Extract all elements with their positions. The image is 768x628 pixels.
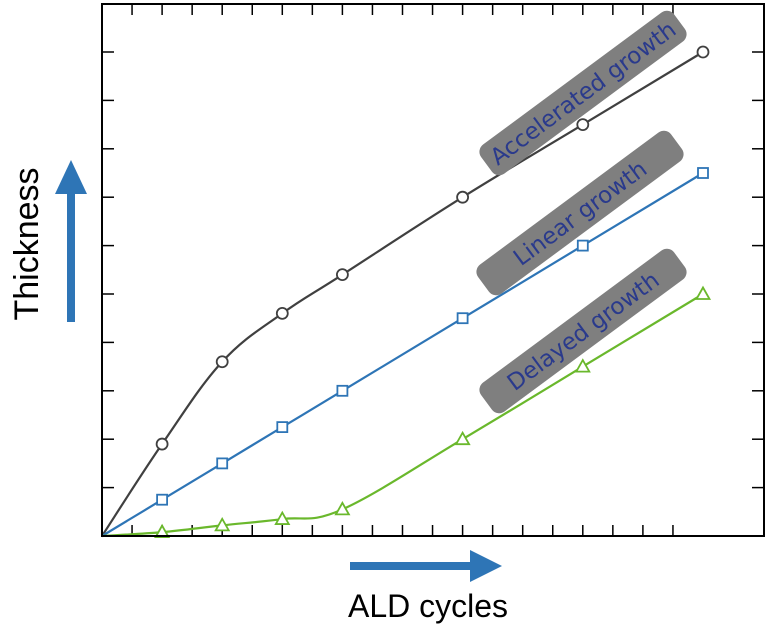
- x-axis-arrow: [350, 550, 502, 582]
- linear-growth-point: [276, 421, 289, 434]
- delayed-growth-point: [694, 285, 712, 300]
- linear-growth-point: [156, 493, 169, 506]
- accelerated-growth-label-badge: [479, 10, 687, 176]
- linear-growth-point: [697, 167, 709, 179]
- x-axis-title: ALD cycles: [348, 588, 508, 624]
- accelerated-growth-point: [456, 190, 470, 204]
- y-axis-arrow: [55, 160, 87, 322]
- delayed-growth-point: [214, 517, 231, 532]
- accelerated-growth-point: [275, 306, 289, 320]
- linear-growth-point: [576, 239, 589, 252]
- delayed-growth-point: [154, 523, 171, 539]
- linear-growth-line: [101, 172, 704, 537]
- delayed-growth-point: [574, 358, 591, 373]
- delayed-growth-point: [454, 430, 471, 446]
- plot-frame: [101, 3, 765, 537]
- accelerated-growth-point: [576, 118, 590, 131]
- linear-growth-label-badge: [476, 130, 684, 296]
- linear-growth-point: [456, 312, 469, 325]
- accelerated-growth-point: [215, 355, 229, 369]
- delayed-growth-label-badge: [479, 248, 687, 414]
- linear-growth-point: [336, 384, 349, 397]
- y-axis-title: Thickness: [8, 167, 46, 320]
- linear-growth-label-text: Linear growth: [509, 156, 652, 271]
- delayed-growth-point: [334, 501, 351, 516]
- series-markers: [154, 45, 712, 539]
- accelerated-growth-point: [155, 437, 169, 451]
- accelerated-growth-point: [335, 268, 349, 282]
- accelerated-growth-point: [696, 45, 710, 59]
- linear-growth-point: [216, 457, 229, 470]
- delayed-growth-point: [274, 510, 291, 525]
